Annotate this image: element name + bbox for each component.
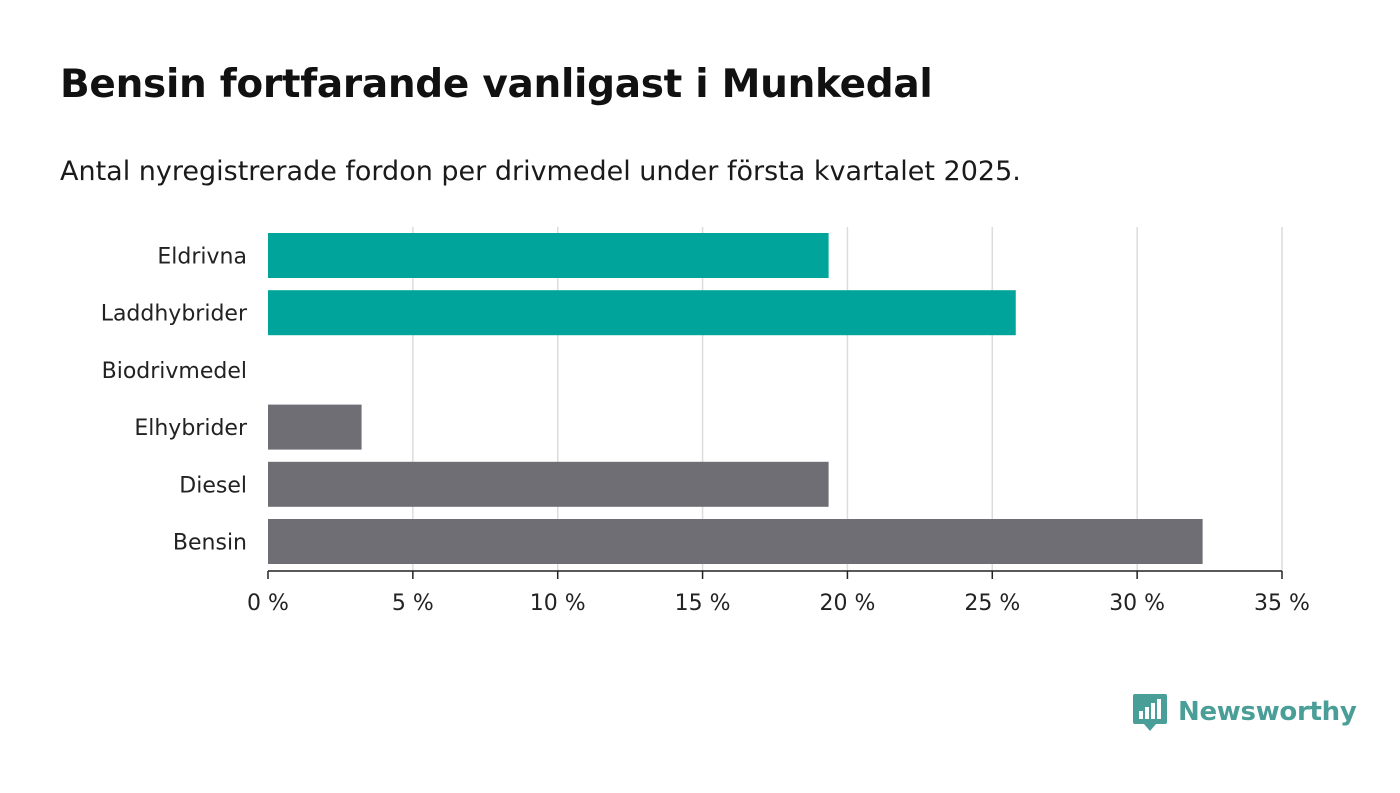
x-tick-label-6: 30 % [1109, 591, 1165, 616]
x-tick-label-5: 25 % [964, 591, 1020, 616]
bar-diesel [268, 461, 829, 507]
bar-eldrivna [268, 233, 829, 278]
bar-bensin [268, 519, 1203, 564]
x-tick-label-4: 20 % [819, 591, 875, 616]
bars [268, 233, 1203, 564]
chart-subtitle: Antal nyregistrerade fordon per drivmede… [60, 156, 1021, 187]
x-axis: 0 % 5 % 10 % 15 % 20 % 25 % 30 % 35 % [247, 570, 1310, 616]
gridlines [412, 227, 1283, 571]
category-label-diesel: Diesel [179, 473, 247, 498]
x-tick-label-3: 15 % [675, 591, 731, 616]
x-tick-label-1: 5 % [392, 591, 434, 616]
brand-logo: Newsworthy [1132, 692, 1357, 732]
bar-elhybrider [268, 404, 362, 450]
category-label-biodrivmedel: Biodrivmedel [102, 359, 247, 384]
brand-name: Newsworthy [1178, 697, 1357, 727]
category-labels: Eldrivna Laddhybrider Biodrivmedel Elhybrid… [101, 245, 248, 556]
x-tick-label-2: 10 % [530, 591, 586, 616]
bar-chart-speech-bubble-icon [1133, 694, 1167, 731]
bar-laddhybrider [268, 290, 1016, 336]
category-label-elhybrider: Elhybrider [134, 416, 248, 441]
x-tick-label-7: 35 % [1254, 591, 1310, 616]
x-tick-label-0: 0 % [247, 591, 289, 616]
category-label-laddhybrider: Laddhybrider [101, 302, 248, 327]
category-label-bensin: Bensin [173, 531, 247, 556]
chart-title: Bensin fortfarande vanligast i Munkedal [60, 62, 933, 107]
category-label-eldrivna: Eldrivna [157, 245, 247, 270]
